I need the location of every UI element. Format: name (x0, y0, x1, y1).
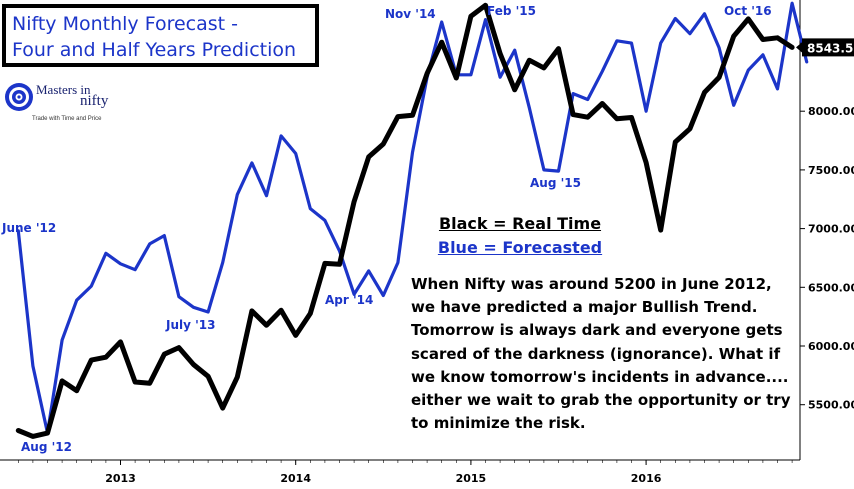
x-tick-label: 2014 (280, 472, 311, 485)
x-tick-label: 2016 (631, 472, 662, 485)
note-line: we know tomorrow's incidents in advance.… (411, 367, 789, 386)
axes (0, 0, 801, 461)
y-tick-label: 6500.00 (808, 281, 854, 294)
legend-real-time: Black = Real Time (438, 214, 602, 233)
last-price-box (802, 38, 854, 57)
y-tick-label: 6000.00 (808, 340, 854, 353)
chart-title-line2: Four and Half Years Prediction (12, 39, 297, 61)
x-tick-label: 2015 (456, 472, 487, 485)
annotation-apr-14: Apr '14 (325, 293, 374, 307)
last-price-pointer (796, 41, 803, 54)
note-line: either we wait to grab the opportunity o… (411, 391, 791, 410)
note-line: When Nifty was around 5200 in June 2012, (411, 275, 772, 293)
logo-tagline: Trade with Time and Price (32, 116, 102, 122)
note-line: scared of the darkness (ignorance). What… (411, 344, 781, 363)
y-tick-label: 7000.00 (808, 223, 854, 236)
prediction-note: When Nifty was around 5200 in June 2012,… (411, 273, 803, 435)
ticks-layer: 5500.00 6000.00 6500.00 7000.00 7500.00 8000.… (17, 105, 854, 485)
logo-name-nifty: nifty (80, 93, 109, 109)
annotation-july-13: July '13 (166, 318, 216, 332)
series-layer (15, 1, 809, 439)
note-line: to minimize the risk. (411, 414, 586, 433)
masters-in-nifty-logo: Masters in nifty Trade with Time and Pri… (4, 80, 124, 128)
note-line: we have predicted a major Bullish Trend. (411, 298, 758, 317)
y-tick-label: 8000.00 (808, 105, 854, 118)
logo-name: Masters in (36, 82, 91, 97)
legend-forecasted: Blue = Forecasted (437, 238, 603, 257)
series-line-real-time (15, 2, 795, 439)
annotation-aug-15: Aug '15 (530, 176, 581, 190)
y-tick-label: 5500.00 (808, 399, 854, 412)
x-tick-label: 2013 (105, 472, 136, 485)
last-price-tag: 8543.55 (796, 38, 854, 57)
legend: Black = Real Time Blue = Forecasted (430, 212, 610, 260)
note-line: Tomorrow is always dark and everyone get… (411, 321, 783, 340)
chart-title-line1: Nifty Monthly Forecast - (12, 13, 238, 35)
annotation-june-12: June '12 (2, 221, 57, 235)
series-line-forecasted (16, 1, 809, 435)
y-tick-label: 7500.00 (808, 164, 854, 177)
annotation-feb-15: Feb '15 (487, 4, 536, 18)
annotation-aug-12: Aug '12 (21, 440, 72, 454)
annotation-oct-16: Oct '16 (724, 4, 772, 18)
chart-title-box: Nifty Monthly Forecast - Four and Half Y… (2, 4, 319, 67)
annotation-nov-14: Nov '14 (385, 7, 436, 21)
last-price-label: 8543.55 (807, 41, 854, 55)
target-icon (5, 83, 33, 111)
